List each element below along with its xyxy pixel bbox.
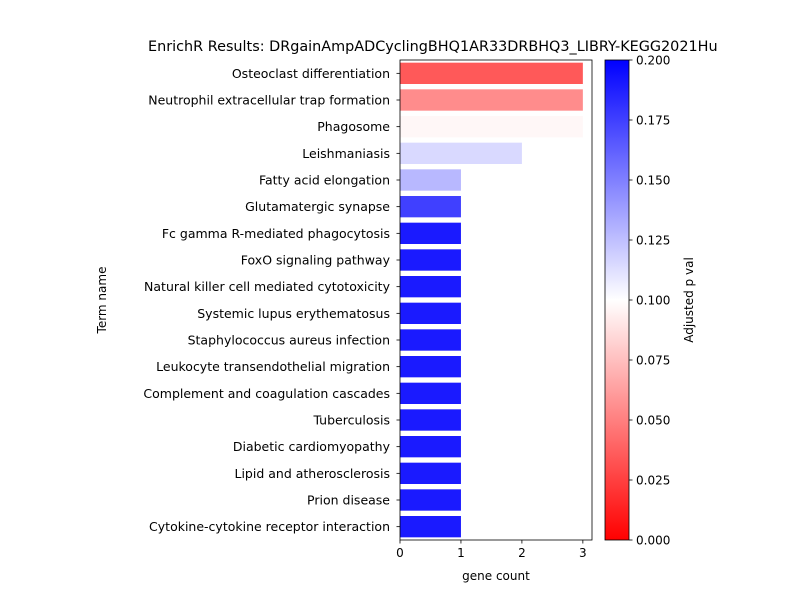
bar [400,409,461,431]
bar [400,169,461,191]
x-tick-label: 2 [518,546,526,560]
colorbar-tick-label: 0.050 [636,414,670,428]
category-label: Fc gamma R-mediated phagocytosis [162,226,390,241]
bar [400,382,461,404]
bar [400,302,461,324]
bar [400,116,583,138]
x-ticks-group: 0 1 2 3 [396,540,587,560]
bars-group [400,62,583,538]
bar [400,436,461,458]
colorbar-tick-label: 0.150 [636,174,670,188]
category-label: Prion disease [307,493,390,508]
category-label: Phagosome [317,119,390,134]
bar [400,329,461,351]
bar [400,489,461,511]
x-axis-label: gene count [462,569,530,583]
colorbar-tick-label: 0.100 [636,294,670,308]
bar [400,142,522,164]
category-label: FoxO signaling pathway [241,253,391,268]
category-label: Fatty acid elongation [259,173,390,188]
colorbar-label: Adjusted p val [682,257,696,343]
colorbar-tick-label: 0.075 [636,354,670,368]
category-label: Diabetic cardiomyopathy [233,439,391,454]
bar [400,196,461,218]
x-tick-label: 0 [396,546,404,560]
category-label: Staphylococcus aureus infection [188,333,390,348]
bar [400,249,461,271]
category-label: Leukocyte transendothelial migration [156,359,390,374]
category-label: Cytokine-cytokine receptor interaction [149,519,390,534]
colorbar-tick-label: 0.175 [636,114,670,128]
category-label: Glutamatergic synapse [245,199,390,214]
colorbar-tick-label: 0.025 [636,474,670,488]
category-label: Natural killer cell mediated cytotoxicit… [144,279,391,294]
category-label: Neutrophil extracellular trap formation [148,93,390,108]
category-label: Complement and coagulation cascades [143,386,390,401]
plot-frame [399,59,593,541]
chart-title: EnrichR Results: DRgainAmpADCyclingBHQ1A… [148,39,718,55]
category-label: Systemic lupus erythematosus [197,306,390,321]
bar [400,222,461,244]
category-label: Leishmaniasis [302,146,390,161]
category-labels-group: Osteoclast differentiation Neutrophil ext… [143,66,400,534]
x-tick-label: 1 [457,546,465,560]
x-tick-label: 3 [579,546,587,560]
category-label: Osteoclast differentiation [232,66,390,81]
colorbar-tick-label: 0.125 [636,234,670,248]
bar [400,62,583,84]
bar [400,462,461,484]
bar [400,89,583,111]
colorbar-tick-label: 0.000 [636,534,670,548]
bar [400,356,461,378]
colorbar-ticks-group: 0.000 0.025 0.050 0.075 0.100 0.125 0.150 0.175… [629,54,670,548]
bar [400,276,461,298]
bar [400,516,461,538]
category-label: Tuberculosis [312,413,390,428]
category-label: Lipid and atherosclerosis [235,466,391,481]
y-axis-label: Term name [95,267,109,335]
colorbar [604,59,630,541]
colorbar-tick-label: 0.200 [636,54,670,68]
